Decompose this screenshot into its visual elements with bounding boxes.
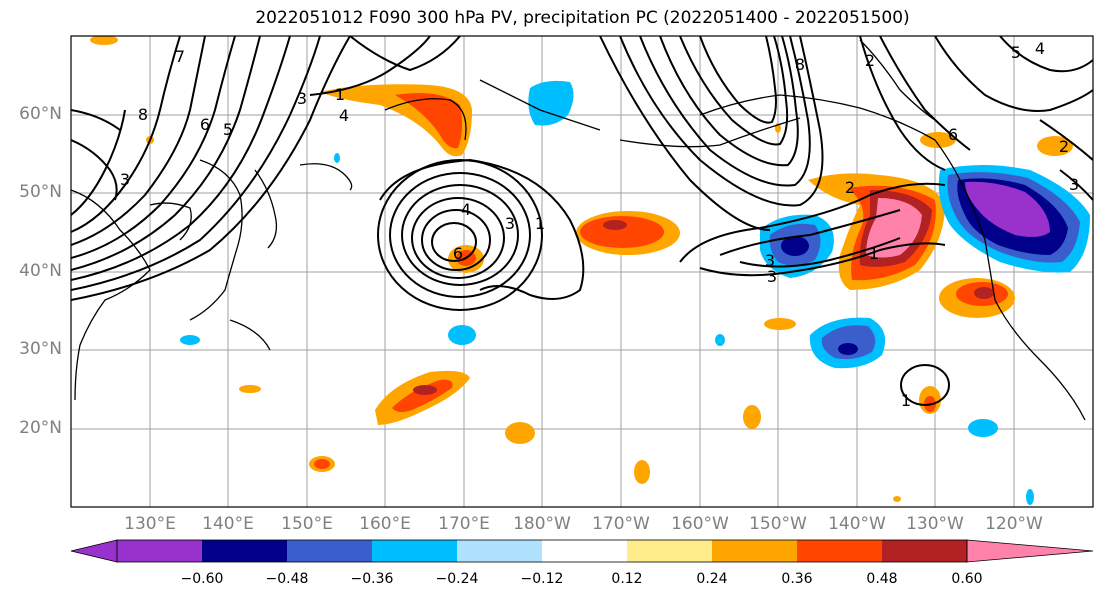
colorbar-bin — [287, 540, 372, 562]
lon-label: 150°W — [749, 514, 807, 534]
contour-label: 5 — [1011, 43, 1021, 62]
colorbar-tick-label: 0.60 — [951, 571, 983, 587]
precip-fill — [90, 36, 1090, 505]
map-frame — [70, 35, 1094, 508]
lon-label: 140°E — [202, 514, 254, 534]
colorbar-tick-label: −0.12 — [520, 571, 564, 587]
colorbar-over-triangle — [966, 539, 1094, 563]
contour-label: 2 — [1059, 137, 1069, 156]
contour-label: 1 — [535, 214, 545, 233]
colorbar-bin — [457, 540, 542, 562]
colorbar — [70, 539, 1094, 563]
coastlines — [71, 39, 1086, 421]
colorbar-bin — [372, 540, 457, 562]
lon-label: 150°E — [281, 514, 333, 534]
contour-label: 8 — [795, 55, 805, 74]
contour-label: 1 — [869, 244, 879, 263]
lat-label: 30°N — [19, 339, 62, 359]
contour-label: 8 — [138, 105, 148, 124]
contour-label: 4 — [1035, 39, 1045, 58]
colorbar-bin — [542, 540, 627, 562]
lat-label: 40°N — [19, 261, 62, 281]
lon-label: 180°W — [513, 514, 571, 534]
colorbar-tick-label: −0.36 — [350, 571, 394, 587]
colorbar-tick-label: −0.48 — [265, 571, 309, 587]
contour-label: 2 — [865, 51, 875, 70]
map-title: 2022051012 F090 300 hPa PV, precipitatio… — [255, 8, 910, 28]
contour-label: 6 — [453, 244, 463, 263]
lat-label: 60°N — [19, 104, 62, 124]
contour-label: 1 — [335, 85, 345, 104]
contour-label: 3 — [765, 251, 775, 270]
colorbar-tick-label: 0.12 — [611, 571, 643, 587]
lon-label: 160°E — [359, 514, 411, 534]
contour-label: 1 — [901, 391, 911, 410]
contour-label: 3 — [120, 170, 130, 189]
lon-label: 130°E — [124, 514, 176, 534]
contour-label: 3 — [505, 214, 515, 233]
contour-label: 4 — [339, 106, 349, 125]
colorbar-bin — [627, 540, 712, 562]
lon-label: 140°W — [828, 514, 886, 534]
contour-label: 6 — [200, 115, 210, 134]
gridlines — [71, 36, 1093, 507]
colorbar-outline — [116, 539, 968, 563]
colorbar-tick-label: 0.24 — [696, 571, 728, 587]
lon-label: 170°W — [592, 514, 650, 534]
lat-label: 50°N — [19, 182, 62, 202]
pv-contours — [71, 36, 1093, 406]
lat-label: 20°N — [19, 418, 62, 438]
colorbar-bin — [712, 540, 797, 562]
lon-label: 130°W — [906, 514, 964, 534]
colorbar-tick-label: −0.24 — [435, 571, 479, 587]
colorbar-bin — [797, 540, 882, 562]
lon-label: 120°W — [985, 514, 1043, 534]
lon-label: 160°W — [671, 514, 729, 534]
colorbar-bin — [202, 540, 287, 562]
colorbar-tick-label: −0.60 — [180, 571, 224, 587]
contour-label: 2 — [845, 178, 855, 197]
colorbar-bin — [882, 540, 967, 562]
colorbar-tick-label: 0.36 — [781, 571, 813, 587]
colorbar-tick-label: 0.48 — [866, 571, 898, 587]
contour-label: 5 — [223, 120, 233, 139]
colorbar-bin — [117, 540, 202, 562]
contour-label: 6 — [948, 125, 958, 144]
contour-label: 3 — [1069, 175, 1079, 194]
colorbar-under-triangle — [70, 539, 118, 563]
contour-label: 3 — [767, 267, 777, 286]
contour-label: 7 — [175, 47, 185, 66]
lon-label: 170°E — [438, 514, 490, 534]
contour-label: 3 — [297, 89, 307, 108]
contour-label: 4 — [461, 200, 471, 219]
